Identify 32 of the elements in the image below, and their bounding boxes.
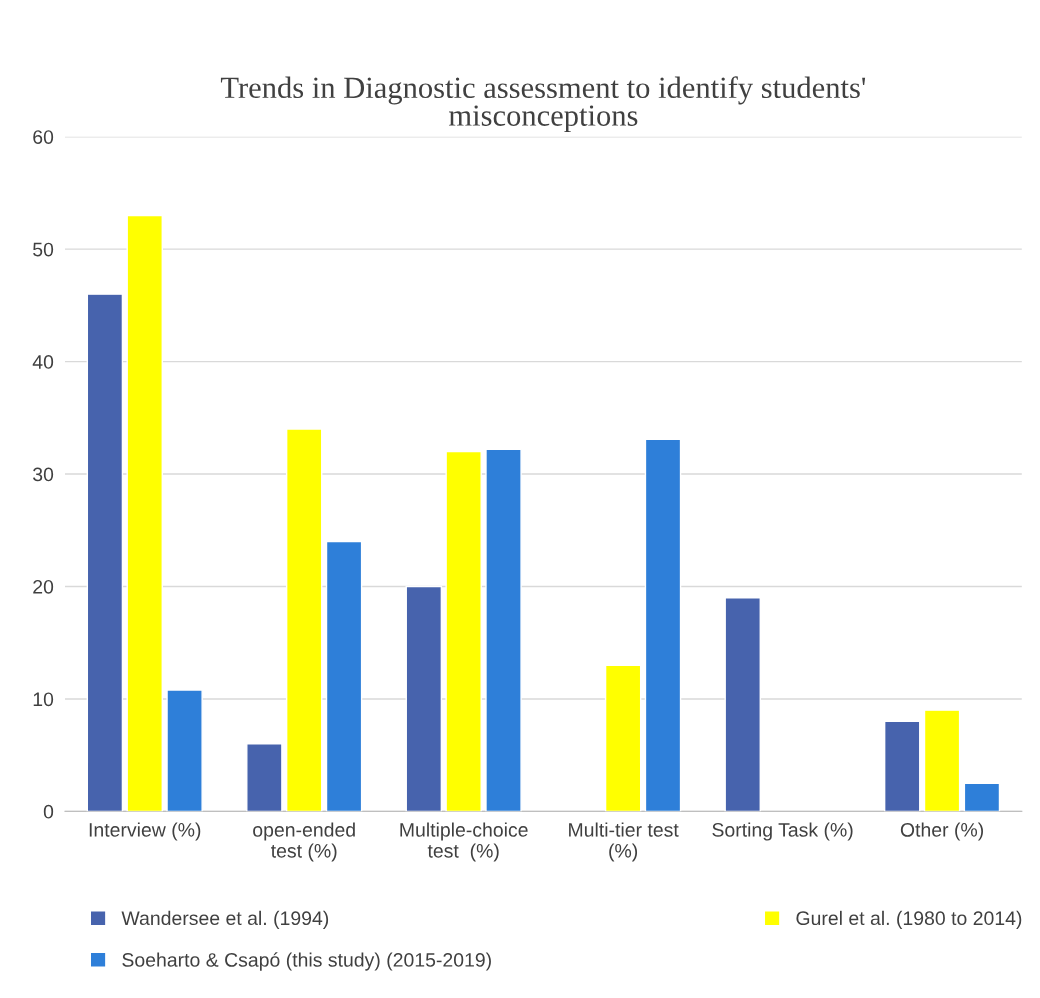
bar	[325, 540, 363, 812]
x-tick-label: Multiple-choice test (%)	[400, 822, 528, 862]
y-tick-label: 60	[33, 130, 54, 144]
x-tick-label: Multi-tier test (%)	[569, 822, 679, 862]
chart-title: Trends in Diagnostic assessment to identify students' misconceptions	[220, 76, 866, 133]
bar	[285, 428, 323, 812]
x-tick-label: Sorting Task (%)	[712, 822, 853, 841]
bar	[445, 450, 482, 812]
bar	[86, 293, 124, 812]
bar	[246, 743, 283, 812]
legend-label: Gurel et al. (1980 to 2014)	[796, 910, 1022, 929]
bar	[724, 597, 761, 812]
bar	[604, 664, 642, 812]
bar	[644, 438, 682, 812]
y-tick-label: 40	[32, 355, 54, 369]
bar	[883, 720, 921, 812]
bar	[963, 782, 1001, 812]
y-tick-label: 50	[33, 242, 54, 257]
y-tick-label: 20	[33, 579, 54, 594]
bar	[923, 709, 961, 812]
x-tick-label: open-ended test (%)	[253, 822, 355, 862]
legend-label: Soeharto & Csapó (this study) (2015-2019)	[122, 952, 491, 971]
bar	[166, 689, 203, 812]
legend-label: Wandersee et al. (1994)	[121, 910, 329, 929]
y-tick-label: 30	[33, 467, 54, 482]
bar	[405, 585, 443, 812]
y-tick-label: 10	[33, 692, 54, 707]
x-tick-label: Other (%)	[900, 822, 983, 841]
y-tick-label: 0	[43, 804, 54, 819]
x-tick-label: Interview (%)	[89, 822, 201, 841]
bar	[485, 448, 522, 812]
bar	[126, 214, 163, 812]
